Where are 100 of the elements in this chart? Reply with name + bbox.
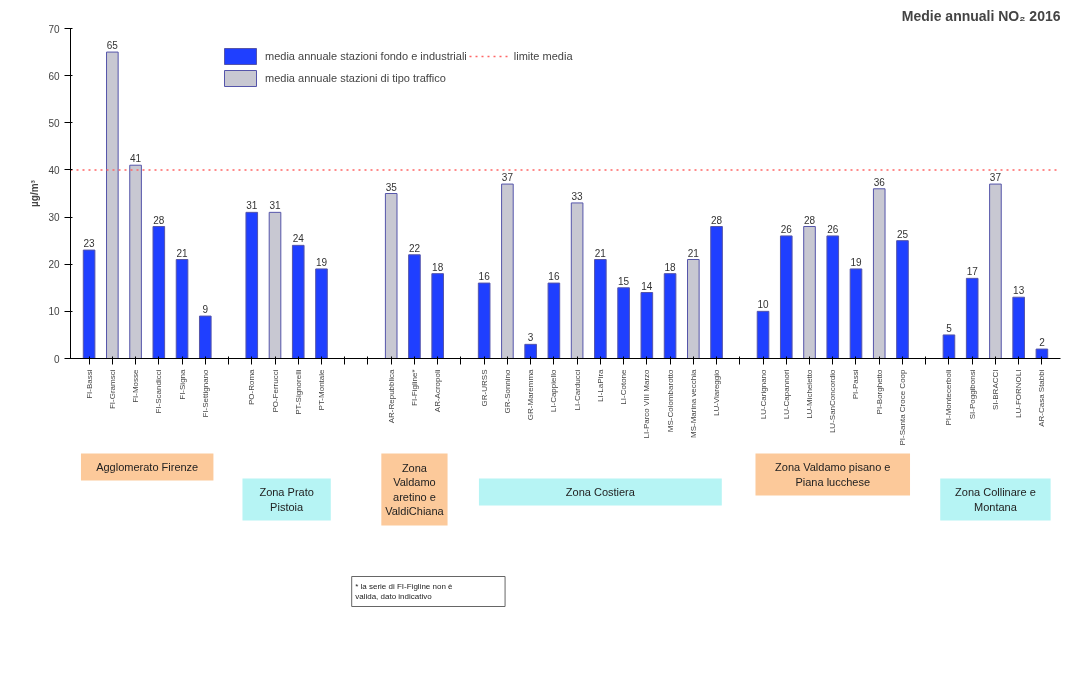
y-tick-label: 10 (48, 306, 60, 318)
text: Zona Collinare e Montana (955, 486, 1036, 513)
x-tick-label: LU-Carignano (758, 368, 768, 420)
x-tick-label: FI-Signa (177, 368, 187, 400)
x-tick-label: LI-Cappiello (549, 368, 559, 413)
legend-label: media annuale stazioni fondo e industriali (265, 50, 467, 62)
legend-label: limite media (513, 50, 573, 62)
bar (152, 226, 166, 359)
data-label: 28 (153, 214, 165, 226)
data-label: 24 (292, 233, 305, 245)
bar (315, 268, 328, 359)
data-label: 22 (408, 242, 421, 254)
text: Agglomerato Firenze (96, 461, 199, 473)
bar (872, 188, 886, 359)
bar (268, 211, 282, 359)
legend-label: media annuale stazioni di tipo traffico (265, 72, 446, 84)
data-label: 16 (548, 271, 560, 283)
data-label: 31 (269, 200, 282, 212)
bar (640, 292, 654, 359)
data-label: 2 (1039, 337, 1046, 349)
x-tick-label: SI-BRACCI (990, 369, 1000, 410)
data-label: 17 (966, 266, 979, 278)
x-tick-label: GR-Sonnino (502, 368, 512, 414)
x-tick-label: PO-Ferrucci (270, 369, 280, 413)
x-tick-label: AR-Repubblica (386, 368, 396, 424)
bar (826, 235, 840, 359)
data-label: 26 (780, 223, 793, 235)
y-tick-label: 0 (53, 353, 60, 365)
x-tick-label: FI-Settignano (200, 368, 210, 418)
x-tick-label: FI-Mosse (131, 368, 141, 403)
y-tick-label: 20 (48, 259, 60, 271)
data-label: 15 (618, 275, 630, 287)
data-label: 19 (850, 256, 862, 268)
text: * la serie di FI-Figline non è valida, dato indicativo (355, 581, 454, 602)
data-label: 21 (594, 247, 607, 259)
x-tick-label: GR-URSS (479, 369, 489, 407)
x-tick-label: FI-Gramsci (107, 369, 117, 410)
bar (849, 268, 863, 359)
bar (594, 259, 607, 359)
x-tick-label: LU-SanConcordio (828, 368, 838, 434)
x-tick-label: LU-Viareggio (712, 368, 722, 417)
bar (756, 310, 770, 359)
bar (965, 277, 979, 359)
data-label: 28 (710, 214, 723, 226)
x-tick-label: FI-Scandicci (154, 369, 164, 414)
data-label: 5 (946, 322, 953, 334)
bar (198, 315, 212, 359)
bar (803, 226, 816, 359)
x-tick-label: LI-LaPira (595, 368, 605, 402)
x-tick-label: LU-Capannori (781, 369, 791, 420)
bar (106, 51, 119, 359)
data-label: 18 (432, 261, 444, 273)
text: Zona Valdamo pisano e Piana lucchese (775, 461, 891, 488)
bar (942, 334, 956, 359)
bar (245, 211, 259, 359)
data-label: 33 (571, 190, 584, 202)
text: Zona Prato Pistoia (259, 486, 314, 513)
bar (501, 183, 514, 359)
bar (477, 282, 491, 359)
x-tick-label: AR-Casa Stabbi (1037, 369, 1047, 427)
data-label: 26 (827, 223, 839, 235)
x-tick-label: SI-Poggibonsi (967, 369, 977, 420)
x-tick-label: LU-FORNOLI (1014, 369, 1024, 418)
bar (687, 259, 700, 359)
x-tick-label: PT-Signorelli (293, 369, 303, 415)
chart-title: Medie annuali NO₂ 2016 (901, 7, 1061, 24)
bar (291, 244, 305, 359)
bar (408, 254, 421, 359)
y-axis-title: µg/m³ (29, 179, 41, 207)
x-tick-label: FI-Figline* (409, 369, 419, 406)
x-tick-label: PI-Santa Croce Coop (897, 368, 907, 446)
x-tick-label: PI-Borghetto (874, 368, 884, 415)
x-tick-label: LU-Micheletto (805, 368, 815, 419)
x-tick-label: AR-Acropoli (433, 369, 443, 413)
x-tick-label: GR-Maremma (526, 368, 536, 421)
bar (524, 343, 537, 359)
bar (1035, 348, 1049, 359)
y-tick-label: 30 (48, 212, 60, 224)
data-label: 41 (130, 153, 142, 165)
data-label: 25 (896, 228, 909, 240)
data-label: 35 (385, 181, 398, 193)
data-label: 13 (1013, 285, 1025, 297)
data-label: 18 (664, 261, 677, 273)
data-label: 36 (873, 176, 886, 188)
bar (431, 273, 444, 359)
bar (779, 235, 793, 359)
data-label: 65 (106, 40, 119, 52)
x-tick-label: PT-Montale (316, 368, 326, 411)
x-tick-label: PO-Roma (247, 368, 257, 406)
data-label: 19 (315, 256, 328, 268)
data-label: 23 (83, 238, 96, 250)
data-label: 37 (501, 172, 514, 184)
data-label: 10 (757, 299, 770, 311)
x-tick-label: FI-Bassi (84, 369, 94, 399)
bar (82, 249, 96, 359)
text: Zona Valdamo aretino e ValdiChiana (385, 461, 445, 518)
data-label: 14 (641, 280, 653, 292)
x-tick-label: MS-Marina vecchia (688, 368, 698, 438)
bar (663, 273, 677, 359)
data-label: 9 (202, 304, 209, 316)
